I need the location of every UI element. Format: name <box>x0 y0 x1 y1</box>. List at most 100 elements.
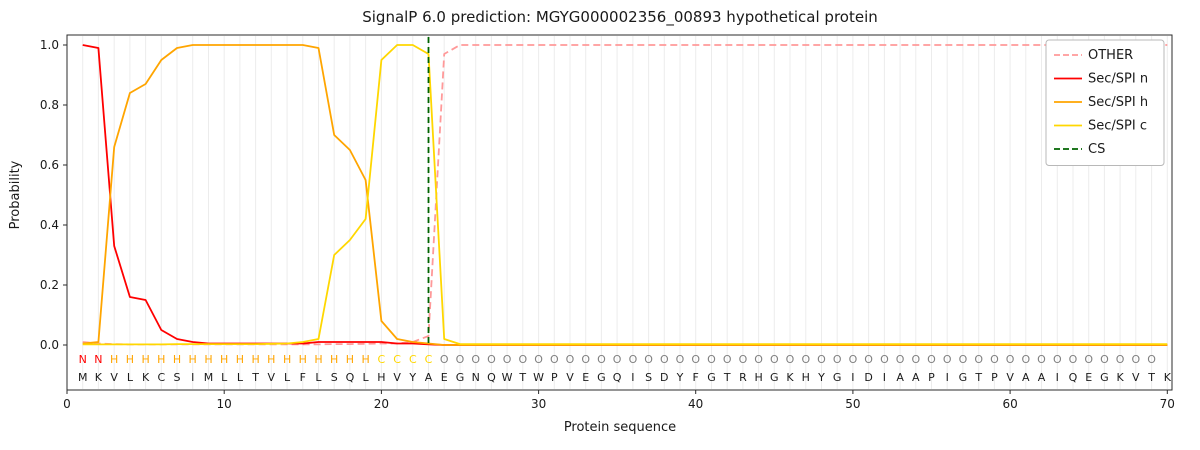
sequence-letter: G <box>597 371 606 384</box>
x-tick-label: 40 <box>688 397 703 411</box>
plot-area: 0.00.20.40.60.81.00 10 20 30 40 50 60 70N N H H H H H… <box>40 34 1175 411</box>
region-label: H <box>110 353 118 366</box>
series-line-sec-spi-h <box>82 44 1168 346</box>
sequence-letter: G <box>770 371 779 384</box>
region-label: O <box>707 353 716 366</box>
x-tick-label: 30 <box>531 397 546 411</box>
sequence-letter: E <box>441 371 448 384</box>
region-label: H <box>141 353 149 366</box>
sequence-letter: L <box>221 371 228 384</box>
sequence-letter: A <box>896 371 904 384</box>
residue-gridlines <box>82 36 1168 389</box>
sequence-letter: S <box>174 371 181 384</box>
region-label: H <box>267 353 275 366</box>
sequence-letter: Q <box>1069 371 1078 384</box>
sequence-letter: K <box>1164 371 1172 384</box>
region-label: C <box>378 353 386 366</box>
sequence-letter: D <box>660 371 668 384</box>
region-label: O <box>770 353 779 366</box>
sequence-letter: Y <box>817 371 825 384</box>
region-label: N <box>94 353 102 366</box>
region-label: O <box>880 353 889 366</box>
region-label: O <box>849 353 858 366</box>
region-label: O <box>911 353 920 366</box>
region-label: O <box>801 353 810 366</box>
sequence-letter: C <box>157 371 165 384</box>
sequence-letter: L <box>127 371 134 384</box>
y-tick-label: 0.0 <box>40 338 59 352</box>
sequence-letter: K <box>142 371 150 384</box>
sequence-letter: L <box>315 371 322 384</box>
sequence-letter: G <box>707 371 716 384</box>
sequence-letter: N <box>472 371 480 384</box>
region-label: O <box>1116 353 1125 366</box>
sequence-letter: A <box>1038 371 1046 384</box>
region-label: O <box>518 353 527 366</box>
sequence-letter: I <box>946 371 949 384</box>
sequence-letter: V <box>1132 371 1140 384</box>
sequence-letter: K <box>1116 371 1124 384</box>
sequence-letter: V <box>268 371 276 384</box>
region-label: O <box>1006 353 1015 366</box>
region-label: O <box>864 353 873 366</box>
x-axis-title: Protein sequence <box>564 420 676 435</box>
x-tick-label: 0 <box>63 397 71 411</box>
sequence-letter: F <box>300 371 306 384</box>
y-axis-title: Probability <box>8 160 23 229</box>
region-label: O <box>1100 353 1109 366</box>
sequence-letter: K <box>95 371 103 384</box>
sequence-letter: T <box>723 371 731 384</box>
sequence-letter: I <box>191 371 194 384</box>
legend-label: Sec/SPI h <box>1088 95 1148 110</box>
sequence-letter: P <box>551 371 558 384</box>
sequence-letter: V <box>1006 371 1014 384</box>
region-label: H <box>314 353 322 366</box>
legend-box <box>1045 39 1165 166</box>
sequence-letter: G <box>456 371 465 384</box>
sequence-letter: Q <box>613 371 622 384</box>
region-label: H <box>251 353 259 366</box>
x-tick-label: 60 <box>1002 397 1017 411</box>
legend: OTHER Sec/SPI n Sec/SPI h Sec/SPI c CS <box>1045 39 1165 166</box>
region-label: O <box>1069 353 1078 366</box>
region-label: H <box>204 353 212 366</box>
sequence-letter: F <box>693 371 699 384</box>
chart-title: SignalP 6.0 prediction: MGYG000002356_00… <box>362 8 878 27</box>
series-line-sec-spi-c <box>82 44 1168 346</box>
region-label: O <box>440 353 449 366</box>
sequence-letter: G <box>833 371 842 384</box>
region-label: O <box>471 353 480 366</box>
y-tick-label: 1.0 <box>40 38 59 52</box>
region-label: O <box>739 353 748 366</box>
sequence-letter: I <box>1056 371 1059 384</box>
sequence-letter: Y <box>676 371 684 384</box>
region-label: C <box>409 353 417 366</box>
series-line-other <box>82 44 1168 346</box>
region-label: O <box>503 353 512 366</box>
sequence-letter: L <box>237 371 244 384</box>
sequence-letter: T <box>1147 371 1155 384</box>
sequence-letter: W <box>502 371 513 384</box>
sequence-letter: S <box>331 371 338 384</box>
region-label: O <box>786 353 795 366</box>
x-tick-label: 70 <box>1160 397 1175 411</box>
sequence-letter: W <box>533 371 544 384</box>
sequence-letter: V <box>566 371 574 384</box>
region-label: O <box>959 353 968 366</box>
region-label: O <box>1021 353 1030 366</box>
region-label: O <box>1147 353 1156 366</box>
sequence-letter: Y <box>408 371 416 384</box>
region-label: O <box>817 353 826 366</box>
x-tick-label: 20 <box>374 397 389 411</box>
legend-label: Sec/SPI c <box>1088 119 1147 134</box>
region-label: O <box>723 353 732 366</box>
sequence-letter: E <box>582 371 589 384</box>
region-label: O <box>927 353 936 366</box>
x-tick-label: 50 <box>845 397 860 411</box>
sequence-letter: K <box>786 371 794 384</box>
x-tick-label: 10 <box>217 397 232 411</box>
sequence-letter: A <box>1022 371 1030 384</box>
sequence-letter: Q <box>346 371 355 384</box>
sequence-letter: H <box>377 371 385 384</box>
